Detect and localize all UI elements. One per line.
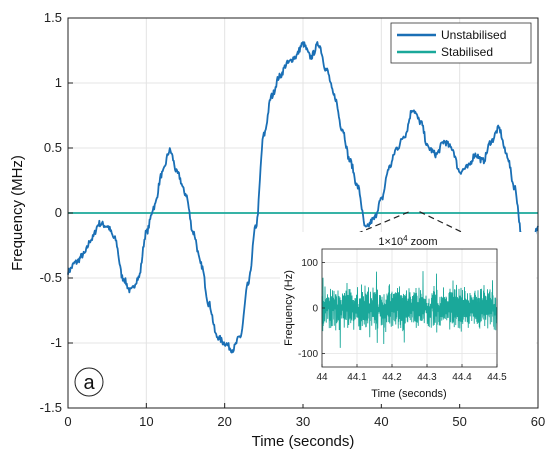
main-series-group <box>67 41 539 354</box>
inset-title-main: 1×10 <box>378 236 403 248</box>
y-tick-label: -1.5 <box>40 400 62 415</box>
panel-label-text: a <box>83 372 95 394</box>
inset-chart: 1×104 zoom 44 44.1 44.2 44.3 44.4 44.5 100 0 -1… <box>280 232 536 404</box>
inset-title-rest: zoom <box>408 236 438 248</box>
y-axis-label: Frequency (MHz) <box>9 155 26 271</box>
inset-x-tick-label: 44.5 <box>487 372 507 383</box>
panel-label: a <box>74 367 104 397</box>
x-axis-ticks: 0 10 20 30 40 50 60 <box>64 403 545 429</box>
zoom-line-left <box>319 210 412 250</box>
inset-y-tick-label: -100 <box>298 349 318 360</box>
inset-x-tick-label: 44.1 <box>347 372 367 383</box>
x-tick-label: 0 <box>64 414 71 429</box>
y-tick-label: 0.5 <box>44 140 62 155</box>
x-tick-label: 50 <box>452 414 466 429</box>
inset-series-group <box>321 271 498 348</box>
inset-y-tick-label: 0 <box>312 304 318 315</box>
legend-entry-stabilised: Stabilised <box>441 45 493 59</box>
inset-x-tick-label: 44.3 <box>417 372 437 383</box>
inset-y-axis-label: Frequency (Hz) <box>283 270 295 346</box>
y-tick-label: -0.5 <box>40 270 62 285</box>
inset-x-tick-label: 44.4 <box>452 372 472 383</box>
inset-x-ticks: 44 44.1 44.2 44.3 44.4 44.5 <box>316 364 507 383</box>
x-tick-label: 60 <box>531 414 545 429</box>
inset-series-line <box>321 271 498 348</box>
x-tick-label: 20 <box>217 414 231 429</box>
series-line-unstabilised <box>67 41 539 354</box>
panel-label-circle <box>74 367 104 397</box>
x-tick-label: 30 <box>296 414 310 429</box>
y-tick-label: 0 <box>55 205 62 220</box>
inset-x-tick-label: 44 <box>316 372 328 383</box>
x-tick-label: 10 <box>139 414 153 429</box>
y-axis-ticks: -1.5 -1 -0.5 0 0.5 1 1.5 <box>40 10 73 415</box>
legend: Unstabilised Stabilised <box>390 22 532 64</box>
y-tick-label: -1 <box>50 335 62 350</box>
inset-y-ticks: 100 0 -100 <box>298 258 325 360</box>
inset-y-tick-label: 100 <box>301 258 318 269</box>
x-axis-label: Time (seconds) <box>252 433 355 450</box>
inset-title: 1×104 zoom <box>378 234 437 248</box>
y-tick-label: 1 <box>55 75 62 90</box>
y-tick-label: 1.5 <box>44 10 62 25</box>
legend-box <box>390 22 532 64</box>
legend-entry-unstabilised: Unstabilised <box>441 28 506 42</box>
inset-x-tick-label: 44.2 <box>382 372 402 383</box>
inset-title-exponent: 4 <box>403 234 408 243</box>
x-tick-label: 40 <box>374 414 388 429</box>
inset-x-axis-label: Time (seconds) <box>371 388 446 400</box>
